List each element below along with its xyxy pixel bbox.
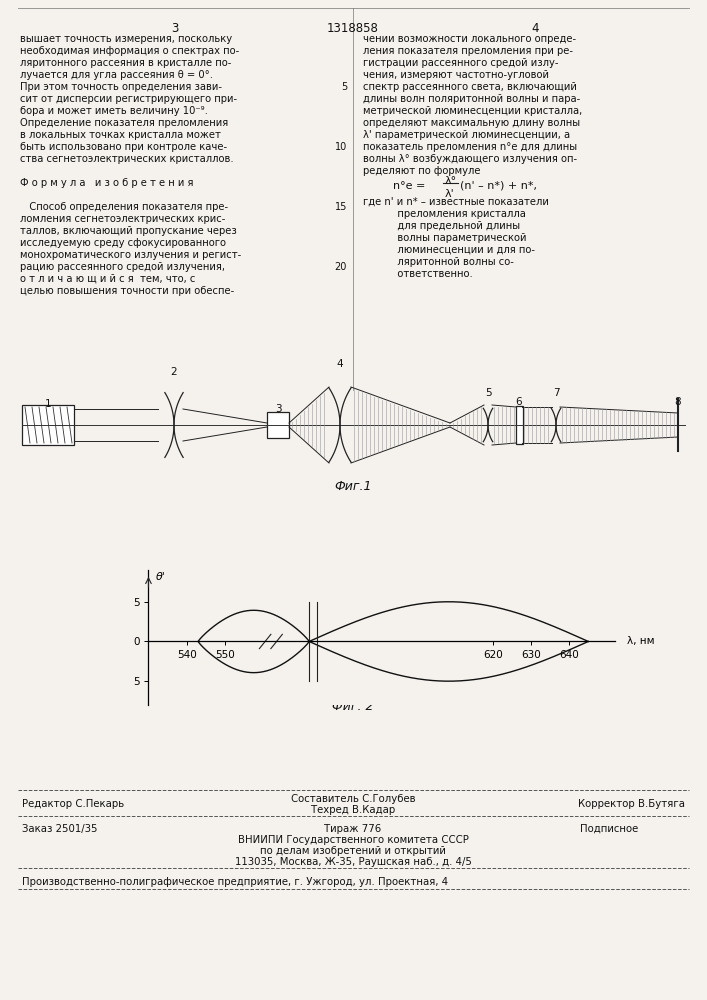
Text: чения, измеряют частотно-угловой: чения, измеряют частотно-угловой [363,70,549,80]
Text: 113035, Москва, Ж-35, Раушская наб., д. 4/5: 113035, Москва, Ж-35, Раушская наб., д. … [235,857,472,867]
Text: 2: 2 [170,367,177,377]
Text: для предельной длины: для предельной длины [363,221,520,231]
Text: определяют максимальную длину волны: определяют максимальную длину волны [363,118,580,128]
Text: сит от дисперсии регистрирующего при-: сит от дисперсии регистрирующего при- [20,94,237,104]
Text: таллов, включающий пропускание через: таллов, включающий пропускание через [20,226,237,236]
Text: 3: 3 [171,22,179,35]
Text: ВНИИПИ Государственного комитета СССР: ВНИИПИ Государственного комитета СССР [238,835,469,845]
Text: по делам изобретений и открытий: по делам изобретений и открытий [260,846,446,856]
Text: Фиг.1: Фиг.1 [334,480,372,493]
Text: метрической люминесценции кристалла,: метрической люминесценции кристалла, [363,106,583,116]
Text: 15: 15 [334,202,347,212]
Text: ляритонной волны со-: ляритонной волны со- [363,257,514,267]
Text: 10: 10 [334,142,347,152]
Text: Тираж 776: Тираж 776 [325,824,382,834]
Text: вышает точность измерения, поскольку: вышает точность измерения, поскольку [20,34,232,44]
Text: 4: 4 [337,359,344,369]
Text: λ' параметрической люминесценции, а: λ' параметрической люминесценции, а [363,130,570,140]
Text: 4: 4 [531,22,539,35]
Text: быть использовано при контроле каче-: быть использовано при контроле каче- [20,142,227,152]
Text: ределяют по формуле: ределяют по формуле [363,166,481,176]
Text: 5: 5 [485,388,491,398]
Text: n°е =: n°е = [393,181,426,191]
Text: 8: 8 [674,397,682,407]
Bar [516,406,523,444]
Text: ответственно.: ответственно. [363,269,473,279]
Text: θ': θ' [156,572,166,582]
Text: λ': λ' [445,189,455,199]
Bar [267,412,289,438]
Text: Заказ 2501/35: Заказ 2501/35 [22,824,98,834]
Text: (n' – n*) + n*,: (n' – n*) + n*, [460,181,537,191]
Text: При этом точность определения зави-: При этом точность определения зави- [20,82,222,92]
Text: Определение показателя преломления: Определение показателя преломления [20,118,228,128]
Text: монохроматического излучения и регист-: монохроматического излучения и регист- [20,250,241,260]
Text: ства сегнетоэлектрических кристаллов.: ства сегнетоэлектрических кристаллов. [20,154,233,164]
Text: Производственно-полиграфическое предприятие, г. Ужгород, ул. Проектная, 4: Производственно-полиграфическое предприя… [22,877,448,887]
Text: Составитель С.Голубев: Составитель С.Голубев [291,794,415,804]
Text: чении возможности локального опреде-: чении возможности локального опреде- [363,34,576,44]
Text: Фиг. 2: Фиг. 2 [332,700,374,713]
Text: 1318858: 1318858 [327,22,379,35]
Text: целью повышения точности при обеспе-: целью повышения точности при обеспе- [20,286,234,296]
Text: ления показателя преломления при ре-: ления показателя преломления при ре- [363,46,573,56]
Text: где n' и n* – известные показатели: где n' и n* – известные показатели [363,197,549,207]
Bar [22,405,74,445]
Text: Способ определения показателя пре-: Способ определения показателя пре- [20,202,228,212]
Text: показатель преломления n°е для длины: показатель преломления n°е для длины [363,142,577,152]
Text: 7: 7 [553,388,559,398]
Text: преломления кристалла: преломления кристалла [363,209,526,219]
Text: 20: 20 [334,262,347,272]
Text: в локальных точках кристалла может: в локальных точках кристалла может [20,130,221,140]
Text: бора и может иметь величину 10⁻⁹.: бора и может иметь величину 10⁻⁹. [20,106,208,116]
Text: 1: 1 [45,399,52,409]
Text: λ, нм: λ, нм [626,636,654,646]
Text: рацию рассеянного средой излучения,: рацию рассеянного средой излучения, [20,262,225,272]
Text: Корректор В.Бутяга: Корректор В.Бутяга [578,799,685,809]
Text: Техред В.Кадар: Техред В.Кадар [311,805,395,815]
Text: Редактор С.Пекарь: Редактор С.Пекарь [22,799,124,809]
Text: Подписное: Подписное [580,824,638,834]
Text: спектр рассеянного света, включающий: спектр рассеянного света, включающий [363,82,577,92]
Text: ляритонного рассеяния в кристалле по-: ляритонного рассеяния в кристалле по- [20,58,231,68]
Text: гистрации рассеянного средой излу-: гистрации рассеянного средой излу- [363,58,559,68]
Text: ломления сегнетоэлектрических крис-: ломления сегнетоэлектрических крис- [20,214,226,224]
Text: 3: 3 [275,404,281,414]
Text: 5: 5 [341,82,347,92]
Text: о т л и ч а ю щ и й с я  тем, что, с: о т л и ч а ю щ и й с я тем, что, с [20,274,195,284]
Text: λ°: λ° [445,176,457,186]
Text: Ф о р м у л а   и з о б р е т е н и я: Ф о р м у л а и з о б р е т е н и я [20,178,194,188]
Text: 6: 6 [515,397,522,407]
Text: лучается для угла рассеяния θ = 0°.: лучается для угла рассеяния θ = 0°. [20,70,213,80]
Text: исследуемую среду сфокусированного: исследуемую среду сфокусированного [20,238,226,248]
Text: необходимая информация о спектрах по-: необходимая информация о спектрах по- [20,46,239,56]
Text: волны λ° возбуждающего излучения оп-: волны λ° возбуждающего излучения оп- [363,154,577,164]
Text: люминесценции и для по-: люминесценции и для по- [363,245,535,255]
Text: длины волн поляритонной волны и пара-: длины волн поляритонной волны и пара- [363,94,580,104]
Text: волны параметрической: волны параметрической [363,233,527,243]
